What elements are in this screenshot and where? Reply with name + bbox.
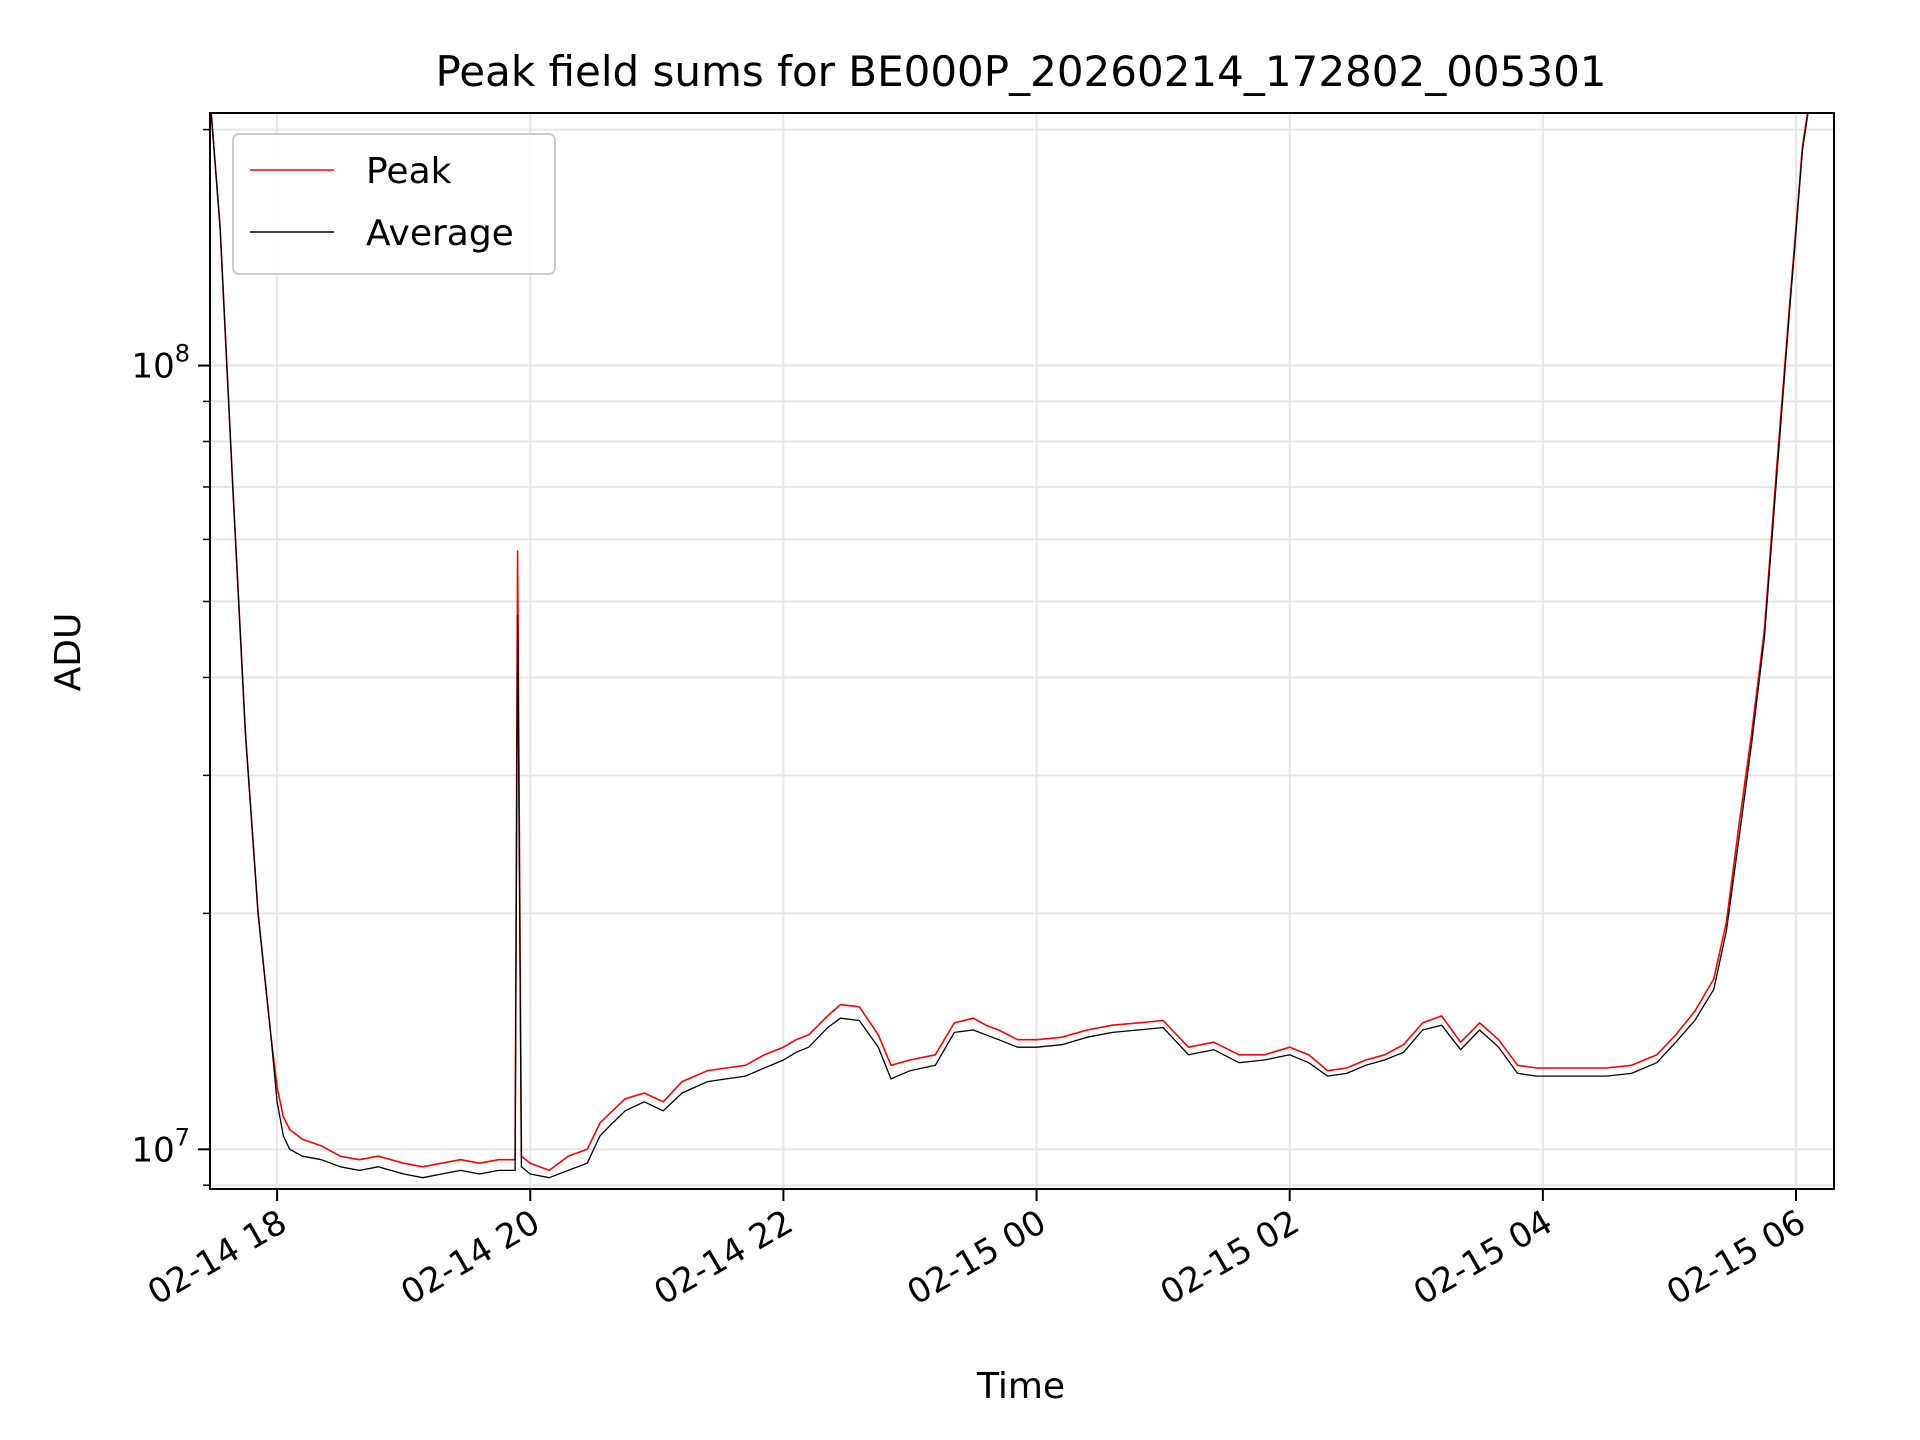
legend-peak-label: Peak [366, 151, 452, 192]
legend: Peak Average [232, 133, 556, 275]
series-line-peak [210, 113, 1809, 1172]
series-layer [210, 113, 1809, 1179]
legend-box [232, 133, 556, 275]
chart-title: Peak field sums for BE000P_20260214_1728… [435, 47, 1606, 96]
grid [210, 113, 1834, 1189]
plot-frame [209, 112, 1835, 1190]
legend-average-label: Average [366, 213, 514, 254]
series-line-average [210, 113, 1809, 1179]
y-axis-label: ADU [48, 613, 89, 692]
x-axis-label: Time [976, 1366, 1065, 1407]
y-tick-label: 107 [131, 1123, 190, 1170]
y-tick-label: 108 [131, 340, 190, 387]
